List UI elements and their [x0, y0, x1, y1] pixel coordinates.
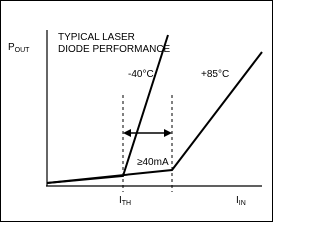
title-line: TYPICAL LASER [58, 32, 135, 43]
diagram: TYPICAL LASER DIODE PERFORMANCE POUT IIN… [0, 0, 273, 222]
curve-label: -40°C [128, 69, 154, 80]
label-sub: IN [239, 200, 246, 207]
curve-label: +85°C [201, 69, 229, 80]
x-axis-label: IIN [236, 195, 246, 207]
label-main: I [119, 195, 122, 206]
label-sub: TH [122, 200, 131, 207]
shift-label: ≥40mA [137, 157, 169, 168]
arrow-head [164, 129, 172, 137]
label-sub: OUT [15, 47, 31, 54]
frame [0, 0, 273, 222]
label-main: P [8, 42, 15, 53]
curve-hot [46, 51, 263, 184]
threshold-label: ITH [119, 195, 131, 207]
title-line: DIODE PERFORMANCE [58, 44, 171, 55]
y-axis-label: POUT [8, 42, 30, 54]
label-main: I [236, 195, 239, 206]
arrow-head [123, 129, 131, 137]
